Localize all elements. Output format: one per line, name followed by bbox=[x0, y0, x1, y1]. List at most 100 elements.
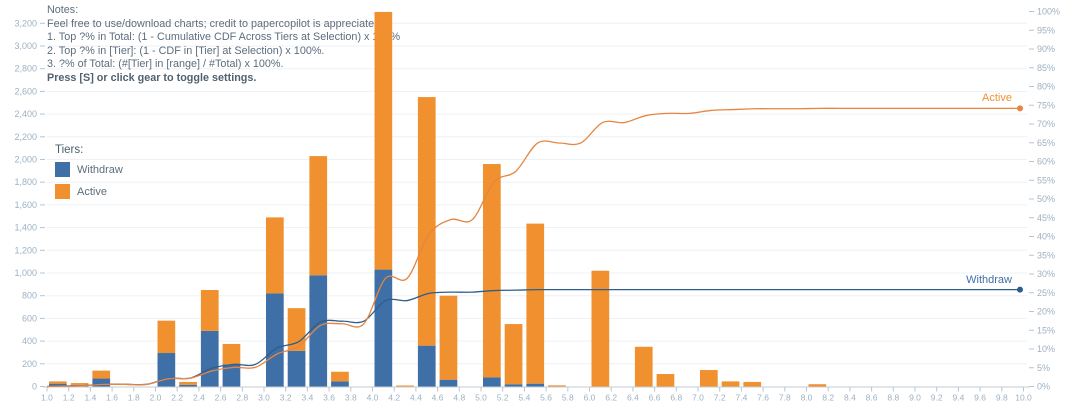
bar-segment-withdraw bbox=[287, 350, 306, 387]
active-swatch-icon bbox=[55, 184, 70, 199]
bar-segment-active bbox=[504, 324, 523, 385]
notes-line: Notes: bbox=[47, 4, 79, 16]
x-axis-tick-label: 4.8 bbox=[453, 393, 465, 403]
x-axis-tick-label: 5.6 bbox=[540, 393, 552, 403]
notes-line: 1. Top ?% in Total: (1 - Cumulative CDF … bbox=[47, 31, 401, 44]
bar-segment-active bbox=[656, 374, 675, 387]
bar-segment-withdraw bbox=[417, 345, 436, 387]
bar-segment-active bbox=[548, 385, 566, 387]
bar-segment-withdraw bbox=[439, 379, 458, 387]
right-axis-tick-label: 95% bbox=[1037, 25, 1055, 35]
x-axis-tick-label: 2.2 bbox=[171, 393, 183, 403]
withdraw-swatch-icon bbox=[55, 162, 70, 177]
x-axis-tick-label: 7.8 bbox=[779, 393, 791, 403]
notes-line: 3. ?% of Total: (#[Tier] in [range] / #T… bbox=[47, 58, 284, 71]
cdf-endpoint-active bbox=[1017, 105, 1023, 112]
notes-line: Feel free to use/download charts; credit… bbox=[47, 17, 381, 30]
x-axis-tick-label: 3.0 bbox=[258, 393, 270, 403]
bar-segment-withdraw bbox=[92, 378, 111, 387]
right-axis-tick-label: 35% bbox=[1037, 250, 1055, 260]
x-axis-tick-label: 4.0 bbox=[367, 393, 379, 403]
legend-item-withdraw[interactable]: Withdraw bbox=[55, 162, 123, 177]
x-axis-tick-label: 2.8 bbox=[236, 393, 248, 403]
x-axis-tick-label: 1.8 bbox=[128, 393, 140, 403]
bar-segment-active bbox=[721, 381, 740, 387]
bar-segment-withdraw bbox=[179, 384, 197, 387]
notes-settings-hint: Press [S] or click gear to toggle settin… bbox=[47, 71, 257, 84]
bar-segment-withdraw bbox=[200, 330, 219, 387]
bar-segment-active bbox=[483, 164, 501, 378]
right-axis-tick-label: 25% bbox=[1037, 288, 1055, 298]
right-axis-tick-label: 30% bbox=[1037, 269, 1055, 279]
x-axis-tick-label: 4.2 bbox=[388, 393, 400, 403]
bar-segment-active bbox=[92, 370, 111, 379]
left-axis-tick-label: 0 bbox=[32, 382, 37, 392]
left-axis-tick-label: 400 bbox=[22, 336, 37, 346]
x-axis-tick-label: 3.6 bbox=[323, 393, 335, 403]
left-axis-tick-label: 2,000 bbox=[14, 155, 37, 165]
bar-segment-withdraw bbox=[374, 269, 393, 387]
bar-segment-active bbox=[374, 11, 393, 270]
legend-item-label: Withdraw bbox=[77, 163, 123, 176]
x-axis-tick-label: 6.4 bbox=[627, 393, 639, 403]
x-axis-tick-label: 5.4 bbox=[518, 393, 530, 403]
legend: Tiers: Withdraw Active bbox=[55, 144, 123, 206]
left-axis-tick-label: 2,800 bbox=[14, 64, 37, 74]
cdf-line-active bbox=[46, 107, 1021, 388]
bar-segment-withdraw bbox=[222, 364, 241, 387]
x-axis-tick-label: 2.4 bbox=[193, 393, 205, 403]
right-axis-tick-label: 55% bbox=[1037, 175, 1055, 185]
x-axis-tick-label: 7.2 bbox=[714, 393, 726, 403]
left-axis-tick-label: 600 bbox=[22, 313, 37, 323]
x-axis-tick-label: 8.8 bbox=[887, 393, 899, 403]
x-axis-tick-label: 4.4 bbox=[410, 393, 422, 403]
bar-segment-withdraw bbox=[266, 293, 284, 387]
x-axis-tick-label: 3.8 bbox=[345, 393, 357, 403]
cdf-line-withdraw bbox=[46, 288, 1020, 388]
left-axis-tick-label: 800 bbox=[22, 291, 37, 301]
bar-segment-active bbox=[179, 381, 197, 385]
bar-segment-withdraw bbox=[331, 381, 349, 387]
cdf-endpoint-withdraw bbox=[1017, 286, 1023, 293]
legend-title: Tiers: bbox=[55, 144, 84, 156]
x-axis-tick-label: 2.0 bbox=[150, 393, 162, 403]
x-axis-tick-label: 4.6 bbox=[432, 393, 444, 403]
left-axis-tick-label: 200 bbox=[22, 359, 37, 369]
bar-segment-active bbox=[700, 370, 718, 387]
left-axis-tick-label: 1,000 bbox=[14, 268, 37, 278]
right-axis-tick-label: 50% bbox=[1037, 194, 1055, 204]
right-axis-tick-label: 100% bbox=[1037, 7, 1060, 17]
bar-segment-withdraw bbox=[309, 275, 328, 387]
bar-segment-withdraw bbox=[504, 384, 523, 387]
x-axis-tick-label: 3.2 bbox=[280, 393, 292, 403]
bar-segment-active bbox=[439, 295, 458, 380]
right-axis-tick-label: 90% bbox=[1037, 44, 1055, 54]
x-axis-tick-label: 9.8 bbox=[996, 393, 1008, 403]
left-axis-tick-label: 1,400 bbox=[14, 223, 37, 233]
bar-segment-active bbox=[396, 385, 414, 387]
legend-item-active[interactable]: Active bbox=[55, 184, 123, 199]
x-axis-tick-label: 7.6 bbox=[757, 393, 769, 403]
legend-item-label: Active bbox=[77, 185, 107, 198]
x-axis-tick-label: 1.4 bbox=[84, 393, 96, 403]
x-axis-tick-label: 2.6 bbox=[215, 393, 227, 403]
bar-segment-active bbox=[331, 371, 349, 382]
right-axis-tick-label: 5% bbox=[1037, 363, 1050, 373]
x-axis-tick-label: 9.4 bbox=[952, 393, 964, 403]
right-axis-tick-label: 85% bbox=[1037, 63, 1055, 73]
bar-segment-active bbox=[200, 290, 219, 331]
left-axis-tick-label: 2,600 bbox=[14, 86, 37, 96]
x-axis-tick-label: 5.8 bbox=[562, 393, 574, 403]
x-axis-tick-label: 1.2 bbox=[63, 393, 75, 403]
x-axis-tick-label: 6.8 bbox=[670, 393, 682, 403]
bar-segment-active bbox=[634, 346, 653, 387]
right-axis-tick-label: 0% bbox=[1037, 382, 1050, 392]
right-axis-tick-label: 10% bbox=[1037, 344, 1055, 354]
bar-segment-withdraw bbox=[49, 383, 67, 387]
right-axis-tick-label: 45% bbox=[1037, 213, 1055, 223]
left-axis-tick-label: 3,200 bbox=[14, 18, 37, 28]
x-axis-tick-label: 8.4 bbox=[844, 393, 856, 403]
bar-segment-withdraw bbox=[483, 377, 501, 387]
bar-segment-active bbox=[49, 381, 67, 384]
